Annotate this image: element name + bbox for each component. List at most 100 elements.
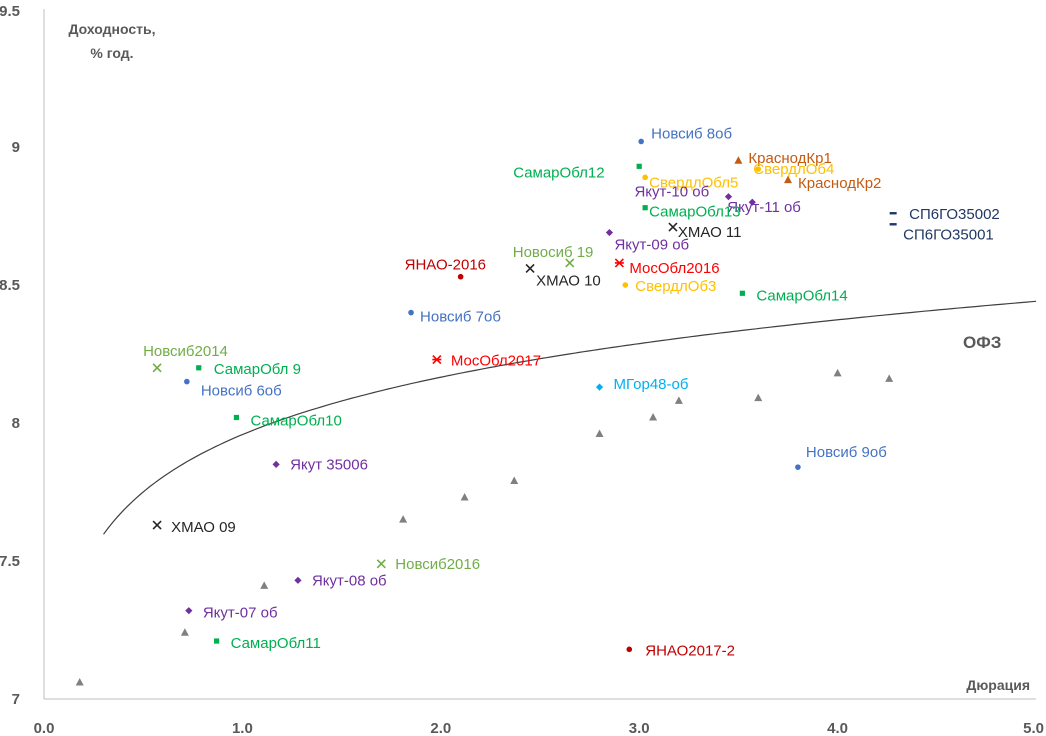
point-label: Якут-10 об [634,184,709,201]
point-label: СП6ГО35001 [903,226,994,243]
point-marker [795,464,801,470]
point-label: СвердлОб4 [753,161,834,178]
point-label: СамарОбл11 [231,635,321,652]
ofz-point [595,429,604,438]
point-label: МГор48-об [614,376,689,393]
point-marker [565,258,575,268]
point-marker [214,638,220,644]
labels-layer: Новсиб 8об КраснодКр1 СамарОбл12 СвердлОбл5… [143,125,1000,659]
point-label: СП6ГО35002 [909,206,1000,223]
data-points-layer [75,138,897,686]
point-marker [152,363,162,373]
x-tick-label: 4.0 [827,720,848,736]
ofz-point [460,493,469,501]
point-label: ЯНАО-2016 [405,257,486,274]
ofz-point [260,581,269,589]
point-marker [457,273,464,280]
point-marker [622,282,629,288]
point-label: Новсиб2016 [395,556,480,573]
point-label: СвердлОбл5 [649,174,738,191]
point-label: СамарОбл10 [250,412,341,429]
point-label: Новсиб 7об [420,309,501,326]
point-label: КраснодКр2 [798,175,881,192]
point-label: ХМАО 10 [536,272,601,289]
point-marker [889,212,897,215]
point-label: Якут-07 об [203,605,278,622]
point-marker [525,263,535,274]
point-label: СамарОбл13 [649,204,740,221]
y-tick-label: 9.5 [0,3,20,20]
point-label: КраснодКр1 [748,150,831,167]
y-axis-title-line: % год. [90,45,133,61]
ofz-point [180,628,189,636]
point-marker [636,163,642,169]
x-axis-title: Дюрация [966,677,1030,693]
point-marker [638,138,644,145]
point-marker [784,175,792,184]
point-label: Новосиб 19 [513,244,594,261]
ofz-point [649,412,658,421]
point-marker [432,354,442,365]
point-label: МосОбл2017 [451,353,541,370]
point-marker [739,290,745,296]
x-tick-label: 5.0 [1023,720,1044,736]
point-label: ХМАО 11 [678,224,742,241]
ofz-point [885,374,894,382]
point-label: ХМАО 09 [171,519,236,536]
point-label: СамарОбл 9 [214,361,301,378]
point-label: СвердлОб3 [635,278,716,295]
ofz-point [399,515,408,523]
point-marker [184,378,190,385]
point-marker [294,576,302,584]
point-marker [408,309,414,316]
point-marker [748,198,756,206]
y-tick-label: 8.5 [0,277,20,294]
ofz-curve-label: ОФЗ [963,333,1001,352]
point-marker [734,156,743,164]
point-label: Якут-11 об [727,199,801,216]
point-marker [595,383,604,391]
point-label: МосОбл2016 [629,260,719,277]
y-tick-label: 7 [12,691,20,708]
y-tick-label: 7.5 [0,553,20,570]
x-tick-label: 2.0 [430,720,451,736]
ofz-point [833,368,842,377]
point-label: Новсиб 6об [201,383,282,400]
point-marker [668,222,678,232]
ofz-point [510,476,519,484]
point-label: ЯНАО2017-2 [645,642,735,659]
point-marker [152,520,162,530]
point-label: СамарОбл12 [513,164,604,181]
point-label: Якут-08 об [312,572,387,589]
point-marker [626,646,633,653]
point-marker [233,414,240,421]
ofz-point [75,677,84,686]
x-tick-label: 1.0 [232,720,253,736]
point-marker [605,228,614,237]
point-marker [642,174,648,181]
point-marker [376,559,386,569]
point-marker [185,607,193,615]
ofz-curve-layer: ОФЗ [103,300,1037,535]
point-label: Новсиб2014 [143,343,228,360]
y-tick-label: 8 [12,415,20,432]
point-label: Новсиб 8об [651,125,732,142]
y-tick-label: 9 [12,139,20,156]
point-label: Новсиб 9об [806,444,887,461]
x-tick-label: 3.0 [629,720,650,736]
ofz-point [674,396,683,404]
point-marker [755,166,762,172]
point-marker [272,460,280,468]
y-axis-title-line: Доходность, [68,21,155,37]
point-marker [614,258,624,268]
point-marker [724,193,733,201]
point-marker [889,223,897,226]
point-marker [196,365,202,371]
point-label: СамарОбл14 [756,287,847,304]
x-tick-label: 0.0 [34,720,55,736]
point-label: Якут-09 об [614,237,689,254]
point-label: Якут 35006 [290,456,368,473]
axes-layer: 0.0 1.0 2.0 3.0 4.0 5.0 7 7.5 8 8.5 9 9.5 Доходность… [0,3,1044,736]
point-marker [642,205,648,211]
